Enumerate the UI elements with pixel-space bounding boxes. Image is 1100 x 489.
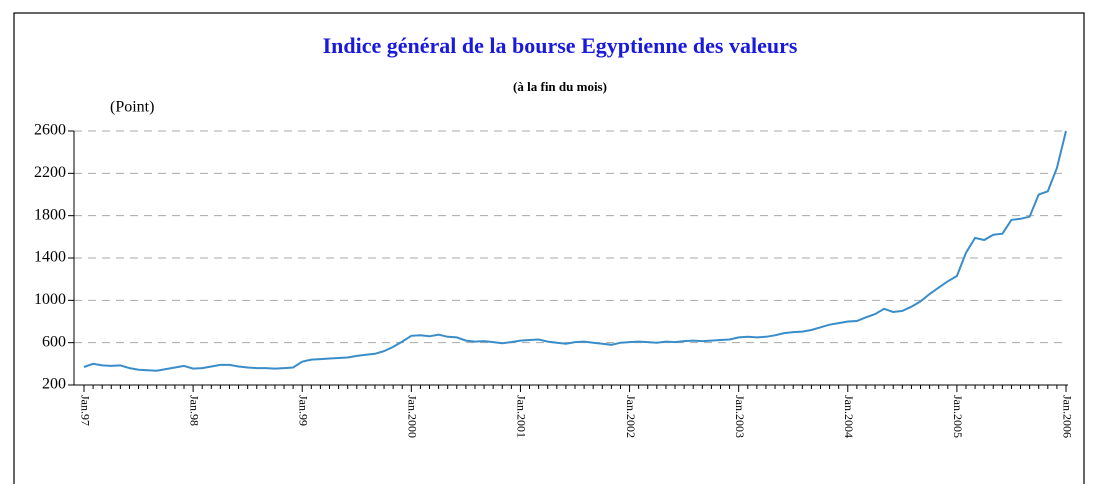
y-tick-label: 600 <box>42 333 66 350</box>
x-tick-label: Jan.98 <box>187 395 201 426</box>
y-tick-label: 1400 <box>34 249 66 266</box>
y-tick-label: 1000 <box>34 291 66 308</box>
frame <box>13 12 1085 489</box>
x-tick-label: Jan.2002 <box>624 395 638 438</box>
x-tick-label: Jan.2004 <box>842 395 856 438</box>
y-tick-label: 1800 <box>34 206 66 223</box>
x-tick-label: Jan.99 <box>296 395 310 426</box>
y-tick-label: 200 <box>42 376 66 393</box>
x-tick-label: Jan.2003 <box>733 395 747 438</box>
y-tick-label: 2600 <box>34 122 66 139</box>
x-tick-label: Jan.2000 <box>406 395 420 438</box>
data-line <box>83 130 1067 372</box>
x-tick-label: Jan.2005 <box>951 395 965 438</box>
y-tick-label: 2200 <box>34 164 66 181</box>
x-tick-label: Jan.97 <box>78 395 92 426</box>
chart-title: Indice général de la bourse Egyptienne d… <box>323 33 798 58</box>
x-tick-label: Jan.2001 <box>515 395 529 438</box>
x-tick-label: Jan.2006 <box>1060 395 1074 438</box>
y-axis-label: (Point) <box>110 99 154 116</box>
chart-subtitle: (à la fin du mois) <box>513 79 607 94</box>
